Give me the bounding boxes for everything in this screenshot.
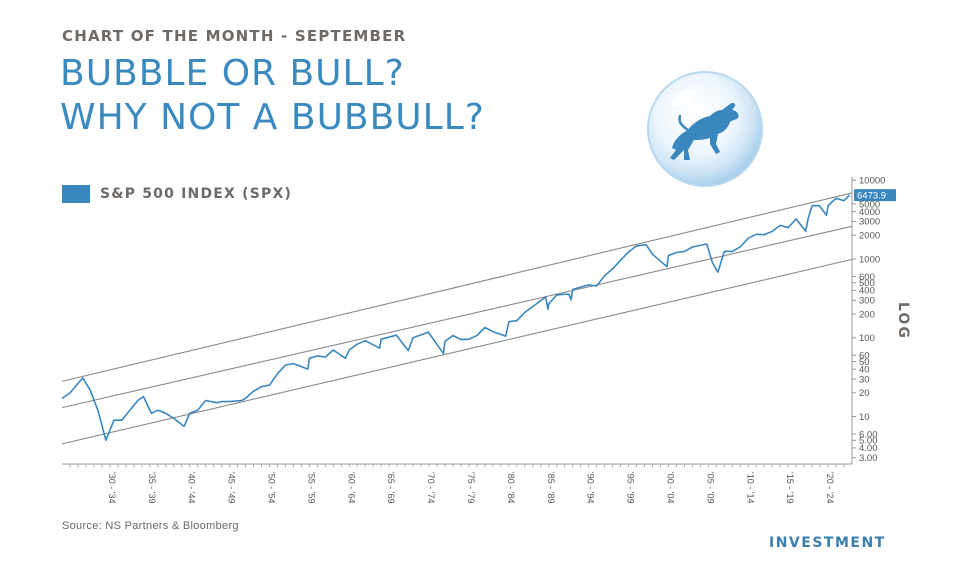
- y-tick-label: 500: [859, 278, 875, 289]
- x-tick-label: '20 - '24: [825, 472, 835, 503]
- x-tick-label: '65 - '69: [386, 472, 396, 503]
- x-tick-label: '30 - '34: [107, 472, 117, 503]
- trend-channels: [61, 192, 853, 445]
- y-tick-label: 3.00: [859, 453, 878, 464]
- y-tick-label: 10000: [859, 176, 885, 187]
- legend-label: S&P 500 INDEX (SPX): [100, 186, 293, 202]
- x-tick-label: '45 - '49: [227, 472, 237, 503]
- x-tick-label: '80 - '84: [506, 472, 516, 503]
- x-tick-label: '50 - '54: [266, 472, 276, 503]
- last-value-badge: [854, 189, 896, 202]
- last-value-label: 6473.9: [857, 191, 886, 202]
- y-tick-label: 6.00: [859, 429, 878, 440]
- x-tick-label: '70 - '74: [426, 472, 436, 503]
- bull-in-bubble-icon: [647, 71, 763, 187]
- x-tick-label: '90 - '94: [586, 472, 596, 503]
- chart-legend: S&P 500 INDEX (SPX): [62, 185, 292, 203]
- y-axis-label: LOG: [895, 302, 911, 340]
- channel-line-upper: [61, 192, 853, 382]
- x-tick-label: '55 - '59: [306, 472, 316, 503]
- x-tick-label: '75 - '79: [466, 472, 476, 503]
- x-tick-label: '40 - '44: [187, 472, 197, 503]
- y-tick-label: 5.00: [859, 436, 878, 447]
- y-tick-label: 100: [859, 333, 875, 344]
- y-tick-label: 50: [859, 357, 870, 368]
- x-tick-label: '95 - '99: [626, 472, 636, 503]
- chart-kicker: CHART OF THE MONTH - SEPTEMBER: [62, 27, 407, 45]
- y-tick-label: 1000: [859, 254, 880, 265]
- x-tick-label: '05 - '09: [705, 472, 715, 503]
- spx-series-line: [61, 194, 851, 442]
- x-tick-label: '35 - '39: [147, 472, 157, 503]
- y-tick-label: 20: [859, 388, 870, 399]
- y-tick-label: 10: [859, 412, 870, 423]
- y-tick-label: 400: [859, 286, 875, 297]
- channel-line-lower: [61, 258, 853, 445]
- title-line-1: BUBBLE OR BULL?: [60, 53, 405, 94]
- title-line-2: WHY NOT A BUBBULL?: [60, 97, 485, 138]
- y-axis-ticks: 3.004.005.006.00102030405060100200300400…: [852, 176, 885, 464]
- y-tick-label: 60: [859, 351, 870, 362]
- page-title: BUBBLE OR BULL? WHY NOT A BUBBULL?: [60, 52, 485, 140]
- x-axis-ticks: '30 - '34 '35 - '39 '40 - '44 '45 - '49 '50 …: [69, 464, 845, 503]
- y-tick-label: 4.00: [859, 443, 878, 454]
- x-tick-label: '15 - '19: [785, 472, 795, 503]
- footer-brand: INVESTMENT: [769, 535, 886, 551]
- y-tick-label: 5000: [859, 199, 880, 210]
- legend-swatch: [62, 185, 90, 203]
- y-tick-label: 4000: [859, 207, 880, 218]
- x-tick-label: '60 - '64: [346, 472, 356, 503]
- y-tick-label: 2000: [859, 231, 880, 242]
- source-note: Source: NS Partners & Bloomberg: [62, 520, 239, 532]
- y-tick-label: 200: [859, 309, 875, 320]
- x-tick-label: '10 - '14: [745, 472, 755, 503]
- y-tick-label: 300: [859, 296, 875, 307]
- y-tick-label: 40: [859, 364, 870, 375]
- x-tick-label: '00 - '04: [665, 472, 675, 503]
- y-tick-label: 30: [859, 374, 870, 385]
- channel-line-middle: [61, 225, 853, 409]
- x-tick-label: '85 - '89: [546, 472, 556, 503]
- y-tick-label: 600: [859, 272, 875, 283]
- y-tick-label: 3000: [859, 217, 880, 228]
